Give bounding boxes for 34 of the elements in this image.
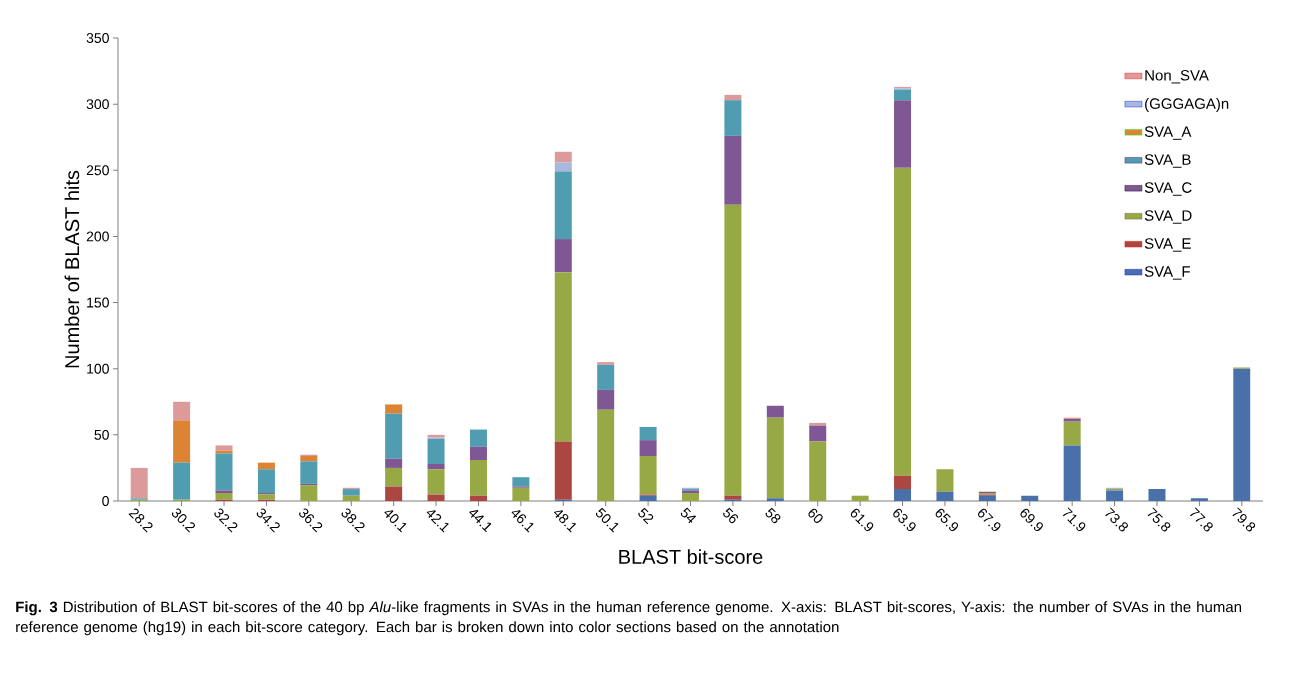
y-tick-label: 50 [94,429,109,440]
x-tick-label: 60 [808,508,823,523]
y-tick-label: 200 [86,231,109,242]
legend-label: SVA_F [1144,266,1190,280]
x-axis-title: BLAST bit-score [619,549,763,564]
legend-label: Non_SVA [1145,69,1209,84]
x-tick-label: 54 [680,507,697,524]
y-tick-label: 300 [86,99,109,110]
y-tick-label: 250 [86,165,109,176]
y-axis-title: Number of BLAST hits [64,170,80,368]
x-tick-label: 63.9 [893,508,916,532]
x-tick-label: 56 [723,507,739,524]
x-tick-label: 65.9 [935,508,959,532]
y-tick-label: 100 [87,363,109,374]
legend-label: SVA_A [1144,126,1192,140]
x-tick-label: 69.9 [1020,508,1043,532]
y-tick-label: 150 [87,297,109,308]
x-tick-label: 40.1 [384,510,407,533]
x-tick-label: 44.1 [469,510,492,533]
x-tick-label: 48.1 [553,510,577,533]
legend-label: SVA_E [1144,238,1191,252]
legend-label: SVA_D [1144,210,1192,224]
legend-label: SVA_C [1144,182,1192,196]
x-tick-label: 52 [638,507,654,525]
legend-label: (GGGAGA)n [1145,97,1229,112]
y-tick-label: 0 [102,496,109,506]
x-tick-label: 42.1 [426,510,449,533]
x-tick-label: 46.1 [511,510,534,533]
legend-label: SVA_B [1144,154,1191,168]
x-tick-label: 67.9 [978,508,1001,532]
x-tick-label: 61.9 [850,508,874,532]
x-tick-label: 58 [765,507,781,524]
text: Fig. 3 Distribution of BLAST bit-scores of the 40 bp Alu-like fragments in SVAs in the human reference genome. X-axis: BLAST bit-scores, Y-axis: the number of SVAs in the human reference genome (hg19) in each bit-score category. Each bar is broken down into color sections based on the annotation [16,601,1242,636]
y-tick-label: 350 [86,33,109,43]
